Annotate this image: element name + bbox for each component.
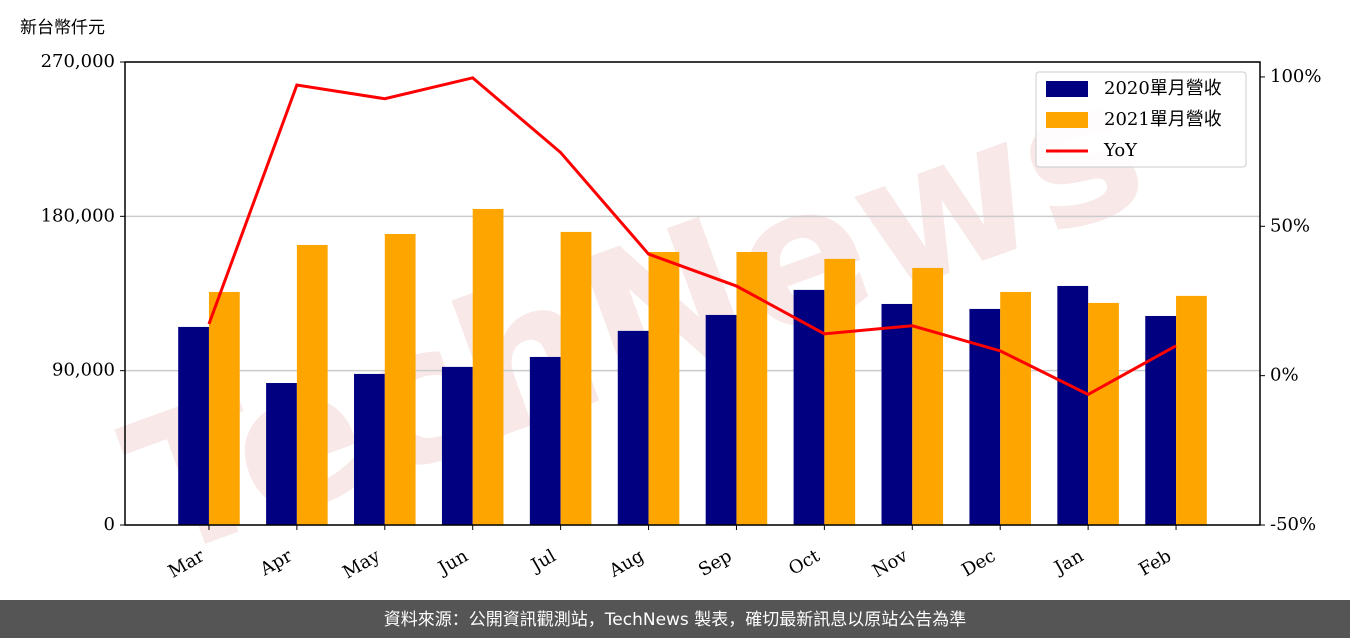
bar <box>472 208 504 525</box>
bar <box>793 289 825 525</box>
y-tick-label: 0 <box>104 514 115 535</box>
bar <box>296 244 328 525</box>
bar <box>178 326 209 525</box>
bar <box>1000 291 1031 525</box>
bar <box>705 314 737 525</box>
y-tick-label: 270,000 <box>41 51 115 72</box>
legend-label: 2020單月營收 <box>1104 78 1222 99</box>
y2-tick-label: 50% <box>1270 215 1310 236</box>
plot-frame <box>124 61 1261 526</box>
legend-label: 2021單月營收 <box>1104 109 1222 130</box>
bar <box>617 330 649 525</box>
bar <box>648 252 680 526</box>
bar <box>1088 302 1119 525</box>
legend-box <box>1035 71 1247 168</box>
bar <box>560 231 592 525</box>
legend-swatch <box>1046 81 1088 97</box>
bar <box>736 252 768 526</box>
legend-swatch <box>1046 112 1088 128</box>
line <box>207 76 1177 397</box>
legend-label: YoY <box>1103 140 1138 161</box>
y-tick-label: 180,000 <box>41 205 115 226</box>
footer: 資料來源：公開資訊觀測站，TechNews 製表，確切最新訊息以原站公告為準 <box>384 610 966 630</box>
y-tick-label: 90,000 <box>52 360 115 381</box>
bar <box>1057 285 1089 525</box>
y2-tick-label: 100% <box>1270 66 1321 87</box>
bar <box>912 267 944 525</box>
bar <box>354 373 385 525</box>
bar <box>208 291 240 525</box>
bar <box>1145 315 1177 525</box>
bar <box>969 308 1001 525</box>
y2-tick-label: -50% <box>1270 514 1316 535</box>
bar <box>1176 295 1207 525</box>
bar <box>384 233 416 526</box>
bar <box>529 356 561 525</box>
footer-bar <box>0 600 1350 638</box>
bar <box>824 258 856 525</box>
bar <box>881 303 913 525</box>
y2-tick-label: 0% <box>1270 365 1299 386</box>
bar <box>441 366 473 525</box>
bar <box>266 383 297 525</box>
y-axis-label: 新台幣仟元 <box>20 18 105 38</box>
